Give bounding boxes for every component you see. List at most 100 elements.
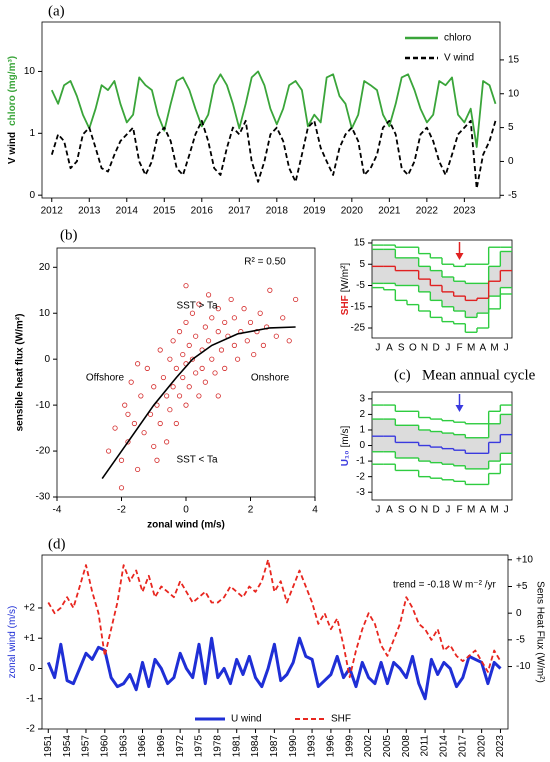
- shade-band: [500, 251, 513, 288]
- scatter-point: [251, 351, 257, 358]
- x-tick-label: 2011: [420, 735, 431, 757]
- y-tick-label: +2: [24, 603, 36, 614]
- x-tick-label: A: [386, 343, 393, 354]
- scatter-point: [106, 448, 112, 454]
- x-tick-label: 1960: [99, 735, 110, 758]
- x-tick-label: F: [456, 505, 462, 516]
- scatter-point: [231, 342, 237, 348]
- y-tick-label: -2: [356, 471, 365, 482]
- scatter-point: [154, 457, 160, 463]
- x-tick-label: 1996: [326, 735, 337, 758]
- x-tick-label: 1975: [194, 735, 205, 758]
- x-tick-label: 2012: [41, 206, 64, 217]
- scatter-point: [228, 296, 234, 303]
- x-tick-label: 2: [248, 505, 254, 516]
- scatter-point: [180, 374, 186, 381]
- y-axis-label-part: chloro (mg/m³): [7, 56, 18, 126]
- y-tick-label: -2: [26, 724, 35, 735]
- y-axis-label-part: V wind: [7, 132, 18, 164]
- scatter-point: [209, 315, 215, 321]
- x-tick-label: 2020: [476, 735, 487, 758]
- scatter-point: [231, 315, 237, 321]
- x-tick-label: 1981: [231, 735, 242, 758]
- shade-band: [395, 425, 408, 458]
- y-tick-label: 0: [44, 354, 50, 365]
- x-axis-label: zonal wind (m/s): [147, 520, 225, 531]
- scatter-point: [135, 361, 141, 367]
- x-tick-label: D: [433, 505, 440, 516]
- y-tick-label: 20: [39, 262, 51, 273]
- scatter-point: [183, 283, 189, 289]
- panel-label: (b): [60, 227, 78, 243]
- series-line: [50, 70, 497, 148]
- y-axis-label-part: U₁₀: [340, 450, 351, 466]
- legend-label: V wind: [444, 53, 474, 64]
- y-tick-label: -5: [516, 635, 525, 646]
- scatter-point: [205, 338, 212, 344]
- scatter-point: [180, 351, 186, 358]
- y-tick-label: 10: [39, 308, 51, 319]
- y-tick-label: -5: [508, 190, 517, 201]
- y-axis-label-part: zonal wind (m/s): [7, 606, 18, 679]
- x-tick-label: 2015: [153, 206, 176, 217]
- y-tick-label: 10: [508, 88, 520, 99]
- x-tick-label: A: [386, 505, 393, 516]
- y-tick-label: 0: [508, 156, 514, 167]
- x-tick-label: A: [479, 343, 486, 354]
- scatter-point: [247, 319, 254, 326]
- shade-band: [407, 257, 419, 286]
- y-tick-label: -25: [351, 323, 366, 334]
- scatter-point: [173, 420, 179, 427]
- y-tick-label: 15: [354, 238, 366, 249]
- y-axis-label-part: SHF: [340, 295, 351, 315]
- y-tick-label: 10: [24, 66, 36, 77]
- scatter-point: [141, 430, 147, 436]
- x-tick-label: 1951: [43, 735, 54, 758]
- x-tick-label: 2019: [303, 206, 326, 217]
- x-tick-label: -4: [53, 505, 62, 516]
- x-tick-label: 1984: [250, 735, 261, 758]
- y-tick-label: -10: [36, 400, 51, 411]
- x-tick-label: 2014: [116, 206, 139, 217]
- scatter-point: [273, 333, 279, 339]
- scatter-point: [173, 365, 179, 371]
- shade-band: [372, 419, 384, 452]
- x-tick-label: N: [421, 343, 428, 354]
- shade-band: [383, 419, 396, 452]
- y-axis-label-part: [W/m²]: [340, 263, 351, 293]
- x-tick-label: M: [490, 343, 498, 354]
- annotation: R² = 0.50: [244, 257, 286, 268]
- x-tick-label: 2016: [191, 206, 214, 217]
- x-tick-label: 2017: [457, 735, 468, 758]
- x-tick-label: 0: [183, 505, 189, 516]
- y-tick-label: 1: [29, 128, 35, 139]
- y2-axis-label: Sens Heat Flux (W/m²): [534, 581, 545, 683]
- x-tick-label: 2018: [266, 206, 289, 217]
- scatter-point: [167, 356, 173, 362]
- y-axis-label-part: [m/s]: [340, 426, 351, 448]
- scatter-point: [244, 338, 250, 344]
- x-tick-label: J: [445, 343, 450, 354]
- scatter-point: [167, 407, 173, 413]
- panel-label: (a): [48, 3, 65, 19]
- plot-frame: [41, 554, 509, 730]
- y-tick-label: -10: [516, 661, 531, 672]
- scatter-point: [257, 310, 263, 316]
- y-tick-label: 5: [359, 259, 365, 270]
- x-tick-label: M: [467, 343, 475, 354]
- y-axis-label: sensible heat flux (W/m²): [15, 314, 26, 432]
- scatter-point: [215, 329, 221, 335]
- scatter-point: [260, 342, 266, 348]
- y-tick-label: 3: [359, 393, 365, 404]
- x-tick-label: 1978: [212, 735, 223, 758]
- scatter-point: [135, 466, 141, 473]
- x-tick-label: 2023: [453, 206, 476, 217]
- x-tick-label: 2017: [228, 206, 251, 217]
- x-tick-label: 1969: [156, 735, 167, 758]
- y-axis-label: SHF [W/m²]: [340, 263, 351, 316]
- scatter-point: [199, 365, 205, 371]
- scatter-point: [235, 356, 241, 362]
- panel-title: Mean annual cycle: [422, 367, 536, 383]
- y-axis-label: zonal wind (m/s): [7, 606, 18, 679]
